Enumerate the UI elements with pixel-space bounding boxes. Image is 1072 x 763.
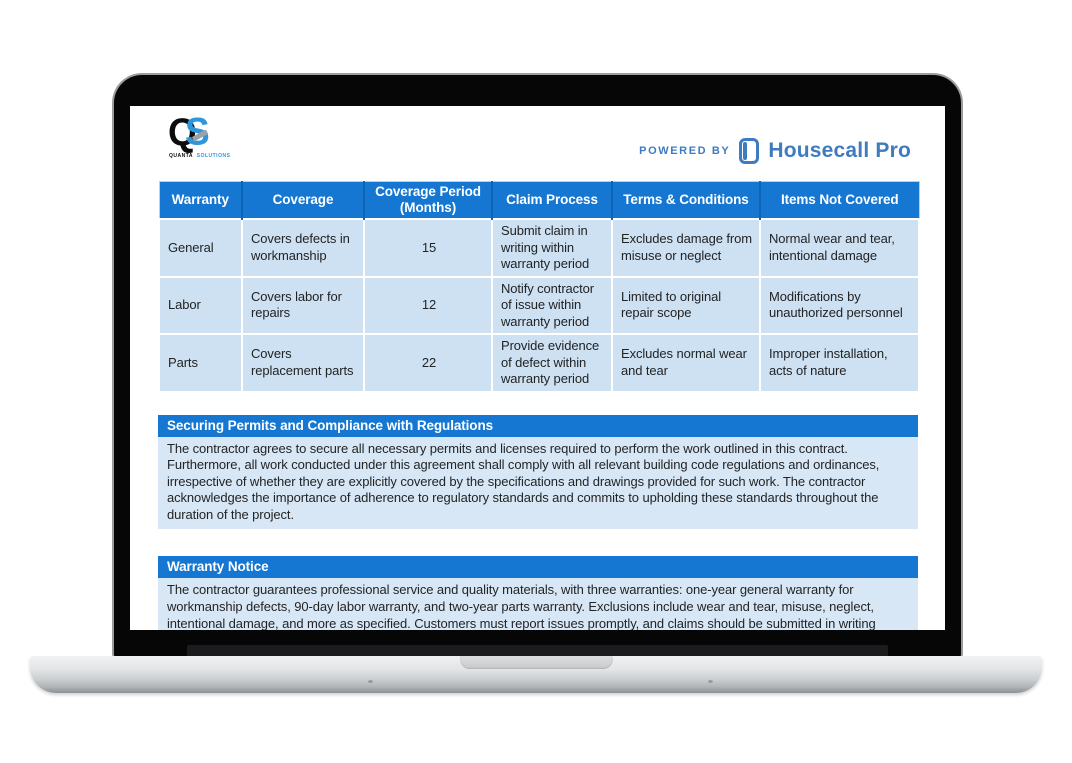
- section-body-text: The contractor guarantees professional s…: [158, 578, 918, 630]
- warranty-table: Warranty Coverage Coverage Period (Month…: [158, 181, 920, 393]
- cell-coverage: Covers defects in workmanship: [241, 218, 365, 278]
- laptop-base-dot: [368, 680, 373, 683]
- warranty-table-header-row: Warranty Coverage Coverage Period (Month…: [159, 181, 919, 219]
- cell-coverage: Covers replacement parts: [241, 333, 365, 393]
- table-row-parts: Parts Covers replacement parts 22 Provid…: [158, 333, 920, 393]
- cell-terms: Limited to original repair scope: [611, 275, 761, 335]
- cell-warranty: General: [158, 218, 243, 278]
- cell-not-covered: Normal wear and tear, intentional damage: [759, 218, 920, 278]
- cell-claim-process: Notify contractor of issue within warran…: [491, 275, 613, 335]
- cell-claim-process: Provide evidence of defect within warran…: [491, 333, 613, 393]
- section-warranty-notice: Warranty Notice The contractor guarantee…: [158, 556, 918, 630]
- cell-claim-process: Submit claim in writing within warranty …: [491, 218, 613, 278]
- cell-warranty: Labor: [158, 275, 243, 335]
- cell-period-months: 15: [363, 218, 493, 278]
- section-permits-compliance: Securing Permits and Compliance with Reg…: [158, 414, 918, 530]
- column-header-claim-process: Claim Process: [492, 181, 613, 219]
- qs-tagline-word1: QUANTA: [169, 153, 193, 159]
- section-title-bar: Warranty Notice: [158, 556, 918, 579]
- housecall-pro-wordmark: Housecall Pro: [768, 139, 911, 162]
- qs-company-logo: Q S QUANTA SOLUTIONS: [168, 110, 248, 161]
- section-body-text: The contractor agrees to secure all nece…: [158, 436, 918, 530]
- cell-not-covered: Modifications by unauthorized personnel: [759, 275, 920, 335]
- powered-by-label: POWERED BY: [639, 145, 731, 157]
- qs-logo-tagline: QUANTA SOLUTIONS: [169, 153, 230, 159]
- cell-terms: Excludes normal wear and tear: [611, 333, 761, 393]
- column-header-items-not-covered: Items Not Covered: [760, 181, 919, 219]
- cell-period-months: 22: [363, 333, 493, 393]
- laptop-base-notch: [460, 656, 613, 669]
- column-header-warranty: Warranty: [159, 181, 243, 219]
- column-header-terms-conditions: Terms & Conditions: [612, 181, 761, 219]
- cell-period-months: 12: [363, 275, 493, 335]
- table-row-general: General Covers defects in workmanship 15…: [158, 218, 920, 278]
- housecall-pro-icon: [739, 138, 760, 164]
- column-header-coverage: Coverage: [242, 181, 365, 219]
- powered-by-housecall-pro: POWERED BY Housecall Pro: [639, 138, 911, 164]
- laptop-screen-frame: Q S QUANTA SOLUTIONS POWERED BY Housecal…: [112, 73, 963, 658]
- laptop-hinge: [187, 645, 888, 657]
- table-row-labor: Labor Covers labor for repairs 12 Notify…: [158, 275, 920, 335]
- document-header: Q S QUANTA SOLUTIONS POWERED BY Housecal…: [130, 106, 945, 164]
- laptop-base: [30, 656, 1042, 693]
- qs-logo-letter-q: Q: [168, 110, 197, 155]
- document-screen: Q S QUANTA SOLUTIONS POWERED BY Housecal…: [130, 106, 945, 630]
- section-title-bar: Securing Permits and Compliance with Reg…: [158, 414, 918, 437]
- laptop-base-dot: [708, 680, 713, 683]
- cell-not-covered: Improper installation, acts of nature: [759, 333, 920, 393]
- column-header-coverage-period: Coverage Period (Months): [364, 181, 493, 219]
- qs-tagline-word2: SOLUTIONS: [196, 153, 231, 159]
- cell-coverage: Covers labor for repairs: [241, 275, 365, 335]
- cell-terms: Excludes damage from misuse or neglect: [611, 218, 761, 278]
- cell-warranty: Parts: [158, 333, 243, 393]
